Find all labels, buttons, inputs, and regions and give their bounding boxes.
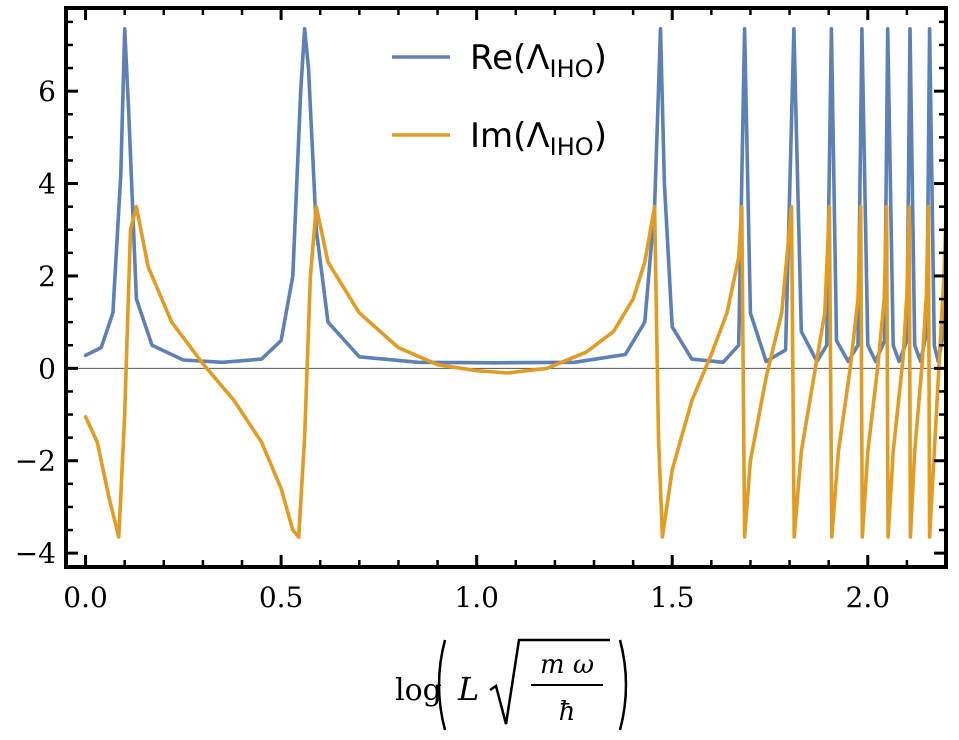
x-label-numerator: m ω (540, 650, 594, 680)
x-tick-label: 2.0 (846, 581, 891, 614)
y-tick-label: −4 (15, 537, 56, 570)
ticks-layer: 0.0 0.5 1.0 1.5 2.0 −4 −2 0 2 4 6 (15, 8, 948, 614)
legend: Re(ΛIHO) Im(ΛIHO) (392, 38, 607, 161)
x-tick-label: 1.5 (650, 581, 695, 614)
x-label-fn: log (395, 673, 442, 708)
series-layer (83, 27, 946, 539)
y-tick-label: 6 (38, 75, 56, 108)
legend-label-im: Im(ΛIHO) (470, 116, 607, 161)
x-axis-label: log Lm ω ħ (395, 638, 628, 731)
legend-label-re: Re(ΛIHO) (470, 38, 607, 83)
x-tick-label: 1.0 (454, 581, 499, 614)
y-tick-label: 0 (38, 352, 56, 385)
y-tick-label: 4 (38, 168, 56, 201)
x-label-denominator: ħ (559, 697, 576, 727)
series-line-im (83, 204, 946, 539)
x-label-var: L (457, 670, 479, 708)
y-tick-label: 2 (38, 260, 56, 293)
x-label-sqrt (489, 638, 610, 725)
series-line-re (83, 27, 946, 365)
x-tick-label: 0.0 (63, 581, 108, 614)
x-label-paren-left (437, 639, 447, 731)
plot-frame (64, 6, 948, 569)
x-label-paren-right (618, 639, 628, 731)
y-tick-label: −2 (15, 445, 56, 478)
x-tick-label: 0.5 (259, 581, 304, 614)
plot-frame-rect (64, 6, 948, 569)
